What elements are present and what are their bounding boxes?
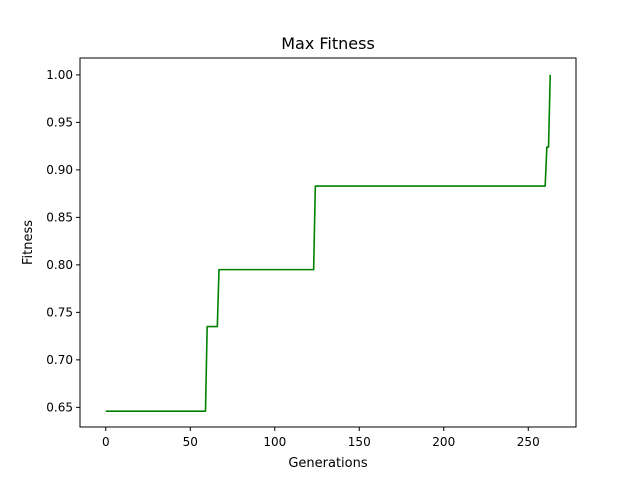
x-tick-label: 250 (517, 435, 540, 449)
y-axis-label: Fitness (21, 220, 36, 265)
y-tick-label: 0.95 (46, 115, 73, 129)
y-tick-label: 0.70 (46, 353, 73, 367)
chart-title: Max Fitness (281, 34, 375, 53)
x-tick-label: 200 (432, 435, 455, 449)
y-axis-ticks: 0.65 0.70 0.75 0.80 0.85 0.90 0.95 1.00 (46, 68, 80, 414)
x-axis-label: Generations (288, 456, 368, 471)
y-tick-label: 0.75 (46, 305, 73, 319)
y-tick-label: 0.90 (46, 163, 73, 177)
x-tick-label: 0 (102, 435, 110, 449)
y-tick-label: 1.00 (46, 68, 73, 82)
x-axis-ticks: 0 50 100 150 200 250 (102, 427, 540, 449)
x-tick-label: 150 (348, 435, 371, 449)
series-line-1 (105, 74, 552, 412)
y-tick-label: 0.85 (46, 210, 73, 224)
x-tick-label: 50 (183, 435, 198, 449)
plot-frame (79, 57, 577, 428)
y-tick-label: 0.65 (46, 400, 73, 414)
y-tick-label: 0.80 (46, 258, 73, 272)
series-layer (105, 74, 552, 412)
x-tick-label: 100 (263, 435, 286, 449)
